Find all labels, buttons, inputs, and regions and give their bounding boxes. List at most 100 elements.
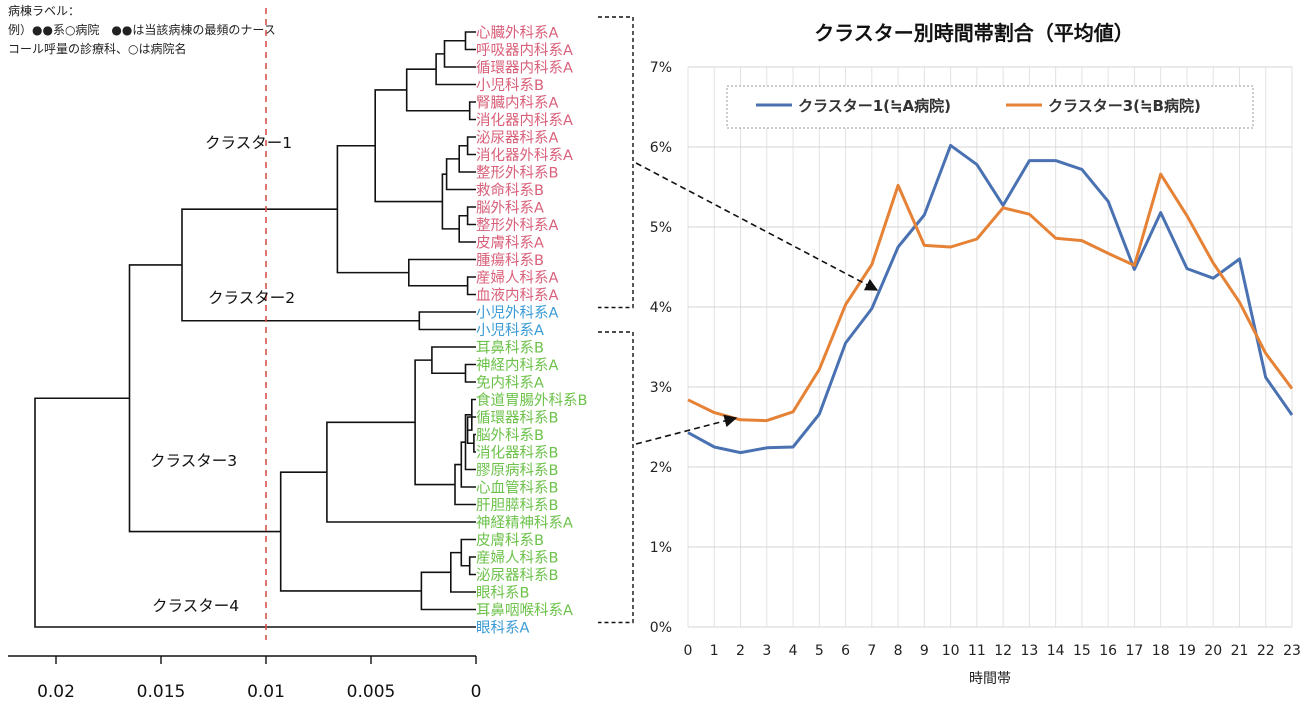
y-tick-label: 4% bbox=[650, 300, 672, 316]
axis-tick-label: 0.01 bbox=[247, 682, 285, 702]
dendrogram-link bbox=[441, 173, 460, 230]
leaf-label: 小児科系A bbox=[476, 322, 544, 339]
leaf-label: 脳外科系B bbox=[476, 427, 544, 444]
x-tick-label: 8 bbox=[894, 643, 903, 659]
leaf-label: 産婦人科系B bbox=[476, 550, 558, 567]
axis-tick-label: 0.015 bbox=[137, 682, 186, 702]
legend-box bbox=[726, 85, 1254, 129]
dendrogram-link bbox=[34, 397, 476, 628]
leaf-label: 食道胃腸外科系B bbox=[476, 392, 587, 409]
legend-label: クラスター1(≒A病院) bbox=[798, 97, 951, 115]
axis-tick-label: 0.02 bbox=[37, 682, 75, 702]
dendrogram-link bbox=[414, 359, 455, 486]
series-line-2 bbox=[687, 172, 1294, 423]
leaf-label: 神経精神科系A bbox=[476, 515, 573, 532]
leaf-label: 耳鼻咽喉科系A bbox=[476, 602, 573, 619]
x-tick-label: 2 bbox=[736, 643, 745, 659]
dendrogram-link bbox=[408, 258, 476, 287]
cluster-label: クラスター1 bbox=[205, 134, 292, 152]
x-tick-label: 9 bbox=[920, 643, 929, 659]
x-tick-label: 11 bbox=[968, 643, 986, 659]
dendrogram-link bbox=[460, 538, 476, 567]
dendrogram-link bbox=[466, 206, 476, 226]
legend-note-line2: 例）●●系○病院 ●●は当該病棟の最頻のナース bbox=[8, 23, 276, 37]
dendrogram-link bbox=[374, 89, 443, 203]
y-tick-label: 7% bbox=[650, 60, 672, 76]
leaf-label: 肝胆膵科系B bbox=[476, 497, 558, 514]
leaf-label: 救命科系B bbox=[476, 181, 544, 199]
leaf-label: 整形外科系A bbox=[476, 217, 558, 234]
y-tick-label: 0% bbox=[650, 620, 672, 636]
leaf-label: 心臓外科系A bbox=[476, 25, 558, 42]
x-tick-label: 0 bbox=[684, 643, 693, 659]
x-tick-label: 17 bbox=[1126, 643, 1144, 659]
y-tick-label: 6% bbox=[650, 140, 672, 156]
cluster-label: クラスター3 bbox=[150, 452, 237, 470]
cluster-label: クラスター4 bbox=[152, 597, 239, 615]
series-line-1 bbox=[687, 143, 1294, 455]
x-tick-label: 5 bbox=[815, 643, 824, 659]
x-tick-label: 22 bbox=[1257, 643, 1275, 659]
dendrogram-link bbox=[466, 276, 476, 296]
dendrogram: 心臓外科系A呼吸器内科系A循環器内科系A小児科系B腎臓内科系A消化器内科系A泌尿… bbox=[8, 8, 634, 702]
leaf-label: 消化器科系B bbox=[476, 445, 558, 462]
dendrogram-link bbox=[445, 158, 476, 191]
dendrogram-link bbox=[418, 311, 476, 331]
leaf-label: 心血管科系B bbox=[476, 480, 558, 497]
x-tick-label: 13 bbox=[1020, 643, 1038, 659]
x-tick-label: 6 bbox=[841, 643, 850, 659]
dendrogram-link bbox=[336, 144, 409, 274]
leaf-label: 呼吸器内科系A bbox=[476, 42, 573, 59]
x-tick-label: 10 bbox=[942, 643, 960, 659]
y-tick-label: 1% bbox=[650, 540, 672, 556]
leaf-label: 眼科系A bbox=[476, 620, 529, 637]
line-chart: クラスター別時間帯割合（平均値）0%1%2%3%4%5%6%7%0 1 2 3 4 5 6 7… bbox=[650, 21, 1301, 687]
dendrogram-link bbox=[443, 39, 476, 68]
leaf-label: 産婦人科系A bbox=[476, 270, 558, 287]
x-axis-label: 時間帯 bbox=[969, 671, 1011, 687]
axis-tick-label: 0.005 bbox=[347, 682, 396, 702]
leaf-label: 神経内科系A bbox=[476, 357, 558, 374]
dendrogram-link bbox=[279, 471, 422, 592]
cluster-bracket bbox=[598, 16, 634, 309]
x-tick-label: 16 bbox=[1099, 643, 1117, 659]
legend-label: クラスター3(≒B病院) bbox=[1048, 97, 1201, 115]
leaf-label: 脳外科系A bbox=[476, 200, 544, 217]
leaf-label: 小児外科系A bbox=[476, 305, 558, 322]
leaf-label: 腫瘍科系B bbox=[476, 251, 544, 269]
x-tick-label: 14 bbox=[1047, 643, 1065, 659]
leaf-label: 腎臓内科系A bbox=[476, 95, 558, 112]
leaf-label: 血液内科系A bbox=[476, 287, 558, 304]
leaf-label: 眼科系B bbox=[476, 585, 529, 602]
x-tick-label: 19 bbox=[1178, 643, 1196, 659]
dendrogram-link bbox=[466, 136, 476, 156]
x-tick-label: 3 bbox=[762, 643, 771, 659]
x-tick-label: 15 bbox=[1073, 643, 1091, 659]
x-tick-label: 18 bbox=[1152, 643, 1170, 659]
y-tick-label: 3% bbox=[650, 380, 672, 396]
leaf-label: 小児科系B bbox=[476, 77, 544, 94]
dendrogram-link bbox=[464, 31, 476, 51]
leaf-label: 泌尿器科系A bbox=[476, 130, 558, 147]
x-tick-label: 21 bbox=[1231, 643, 1249, 659]
legend-note-line3: コール呼量の診療科、○は病院名 bbox=[8, 42, 187, 56]
dendrogram-link bbox=[454, 463, 476, 506]
x-tick-label: 4 bbox=[789, 643, 798, 659]
axis-tick-label: 0 bbox=[471, 682, 482, 702]
leaf-label: 消化器外科系A bbox=[476, 147, 573, 164]
dendrogram-link bbox=[405, 68, 470, 112]
leaf-label: 皮膚科系B bbox=[476, 532, 544, 549]
leaf-label: 免内科系A bbox=[476, 375, 544, 392]
x-tick-label: 23 bbox=[1283, 643, 1301, 659]
leaf-label: 消化器内科系A bbox=[476, 112, 573, 129]
y-tick-label: 2% bbox=[650, 460, 672, 476]
dendrogram-link bbox=[450, 551, 476, 593]
leaf-label: 循環器内科系A bbox=[476, 60, 573, 77]
leaf-label: 整形外科系B bbox=[476, 165, 558, 182]
dendrogram-link bbox=[326, 421, 476, 523]
leaf-label: 循環器科系B bbox=[476, 410, 558, 427]
chart-title: クラスター別時間帯割合（平均値） bbox=[814, 21, 1134, 45]
dendrogram-link bbox=[435, 53, 476, 86]
x-tick-label: 20 bbox=[1204, 643, 1222, 659]
y-tick-label: 5% bbox=[650, 220, 672, 236]
